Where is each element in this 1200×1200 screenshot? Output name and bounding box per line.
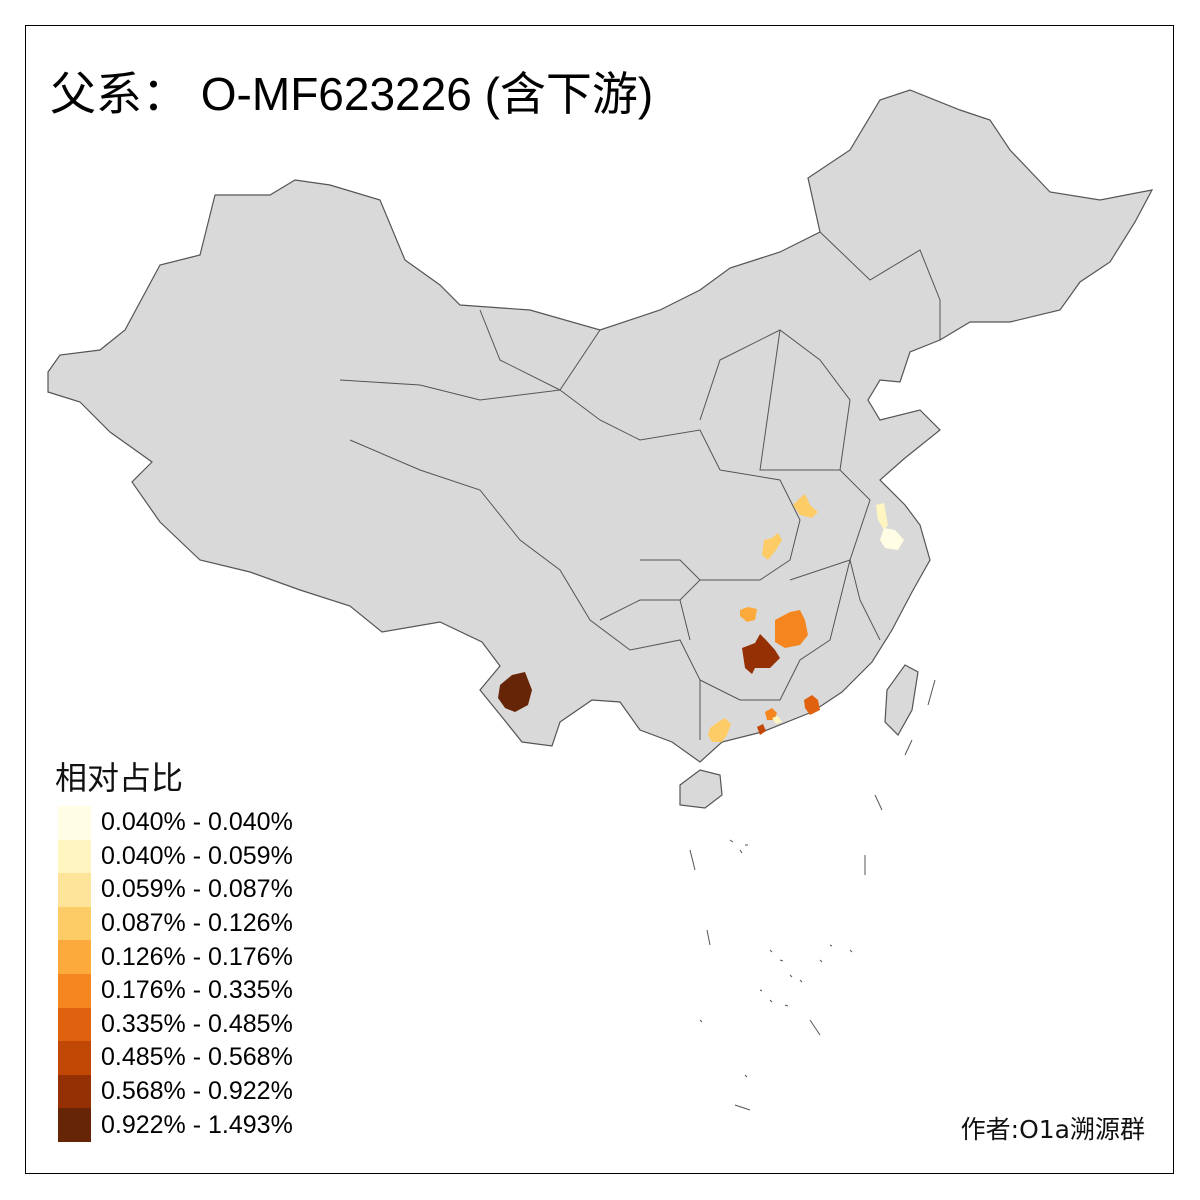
- legend-swatch: [58, 1041, 91, 1075]
- region-hunan: [742, 634, 780, 674]
- map-frame: [25, 25, 1174, 1174]
- map-title: 父系： O-MF623226 (含下游): [50, 68, 654, 120]
- region-guangdong-pale: [772, 716, 782, 724]
- legend-item: 0.087% - 0.126%: [58, 906, 293, 941]
- mainland-outline: [47, 89, 1154, 763]
- legend-item: 0.176% - 0.335%: [58, 973, 293, 1008]
- taiwan-island: [884, 664, 919, 736]
- legend-label: 0.485% - 0.568%: [101, 1043, 293, 1072]
- region-yunnan-south: [498, 672, 532, 712]
- legend-swatch: [58, 1108, 91, 1142]
- legend-swatch: [58, 839, 91, 874]
- legend-item: 0.040% - 0.040%: [58, 806, 293, 840]
- author-credit: 作者:O1a溯源群: [960, 1115, 1145, 1144]
- region-henan-2: [762, 533, 782, 560]
- legend-swatch: [58, 806, 91, 840]
- legend-item: 0.059% - 0.087%: [58, 873, 293, 907]
- region-jiangsu-south: [880, 528, 904, 550]
- legend-swatch: [58, 973, 91, 1008]
- legend-label: 0.059% - 0.087%: [101, 875, 293, 904]
- legend-label: 0.568% - 0.922%: [101, 1077, 293, 1106]
- legend-item: 0.335% - 0.485%: [58, 1007, 293, 1042]
- legend-label: 0.922% - 1.493%: [101, 1110, 293, 1139]
- legend-item: 0.126% - 0.176%: [58, 940, 293, 974]
- legend-swatch: [58, 873, 91, 907]
- legend-swatch: [58, 940, 91, 974]
- legend-swatch: [58, 906, 91, 941]
- region-hubei: [740, 607, 757, 622]
- legend-label: 0.335% - 0.485%: [101, 1009, 293, 1038]
- legend-item: 0.922% - 1.493%: [58, 1108, 293, 1142]
- region-guangdong-central: [765, 708, 777, 720]
- legend-item: 0.485% - 0.568%: [58, 1041, 293, 1075]
- region-henan-1: [793, 494, 818, 518]
- legend-label: 0.040% - 0.059%: [101, 841, 293, 870]
- south-sea-islands: [689, 679, 936, 1111]
- legend-title: 相对占比: [55, 759, 184, 797]
- region-guangdong-south: [757, 724, 766, 735]
- legend-label: 0.176% - 0.335%: [101, 976, 293, 1005]
- region-jiangxi: [775, 610, 808, 648]
- province-borders: [339, 231, 941, 740]
- legend-item: 0.040% - 0.059%: [58, 839, 293, 874]
- highlighted-regions: [498, 494, 904, 742]
- hainan-island: [679, 769, 723, 809]
- legend: 0.040% - 0.040% 0.040% - 0.059% 0.059% - 0…: [58, 806, 293, 1142]
- legend-item: 0.568% - 0.922%: [58, 1074, 293, 1109]
- region-guangdong-east: [804, 695, 820, 715]
- legend-swatch: [58, 1007, 91, 1042]
- legend-label: 0.126% - 0.176%: [101, 942, 293, 971]
- region-jiangsu-north: [876, 503, 888, 530]
- region-guangxi-east: [708, 718, 731, 742]
- legend-swatch: [58, 1074, 91, 1109]
- legend-label: 0.040% - 0.040%: [101, 808, 293, 837]
- legend-label: 0.087% - 0.126%: [101, 909, 293, 938]
